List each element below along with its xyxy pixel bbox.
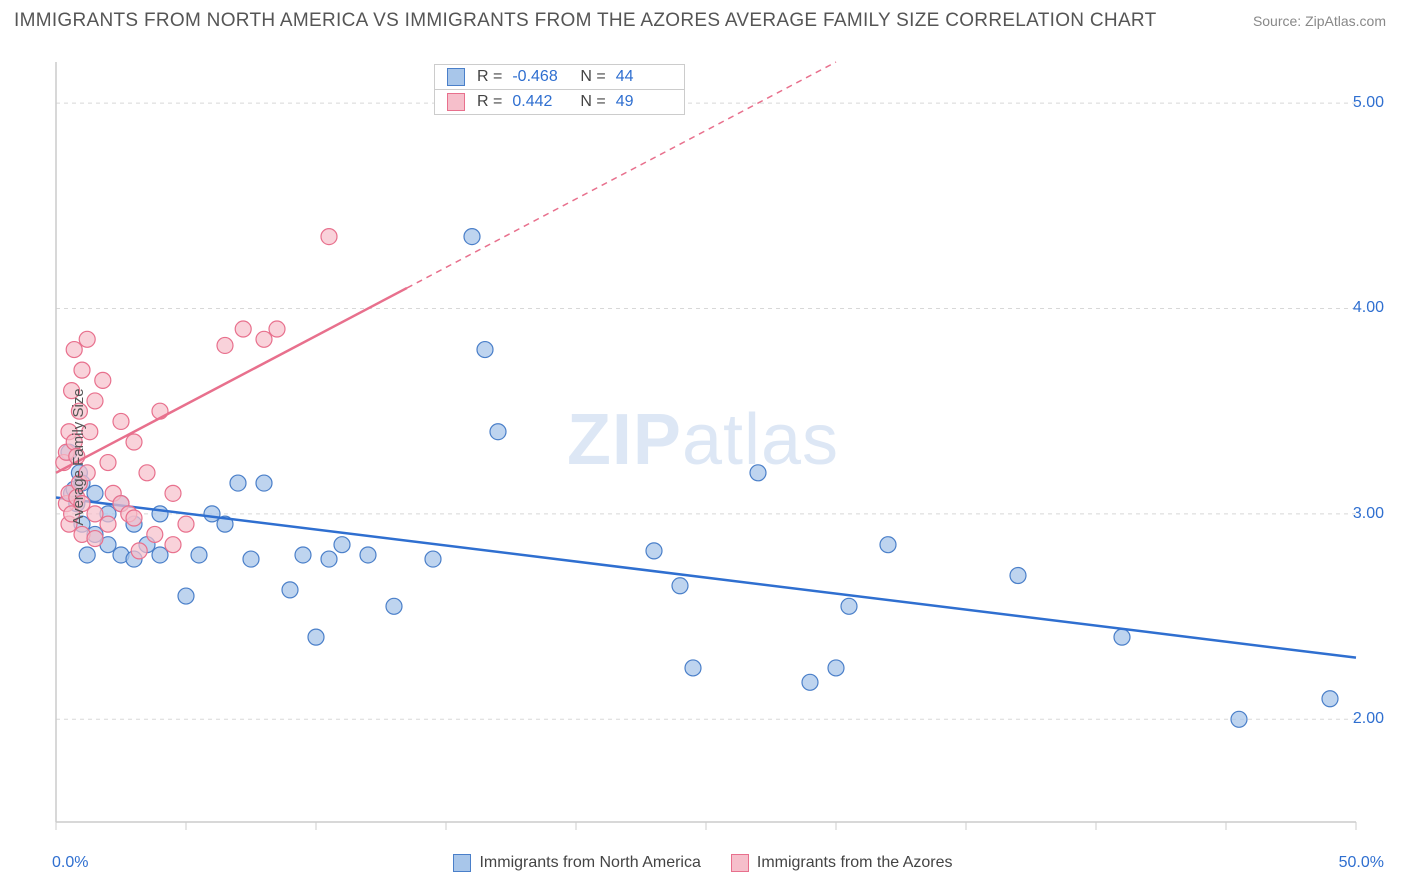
data-point	[802, 674, 818, 690]
data-point	[87, 531, 103, 547]
data-point	[360, 547, 376, 563]
data-point	[464, 229, 480, 245]
y-axis-label: Average Family Size	[70, 388, 87, 525]
data-point	[334, 537, 350, 553]
stat-n-label: N =	[580, 93, 605, 111]
stat-n-value: 44	[616, 68, 672, 86]
data-point	[685, 660, 701, 676]
y-tick-label: 2.00	[1353, 710, 1384, 728]
data-point	[165, 485, 181, 501]
data-point	[477, 342, 493, 358]
chart-area: Average Family Size ZIPatlas R =-0.468N …	[14, 42, 1392, 872]
data-point	[66, 342, 82, 358]
stat-r-label: R =	[477, 93, 502, 111]
data-point	[841, 598, 857, 614]
stats-box: R = -0.468 N = 44 R = 0.442 N = 49	[434, 64, 685, 115]
data-point	[256, 331, 272, 347]
data-point	[87, 393, 103, 409]
data-point	[490, 424, 506, 440]
data-point	[131, 543, 147, 559]
data-point	[204, 506, 220, 522]
stat-n-value: 49	[616, 93, 672, 111]
data-point	[100, 455, 116, 471]
data-point	[1322, 691, 1338, 707]
legend-swatch	[453, 854, 471, 872]
data-point	[256, 475, 272, 491]
legend-item: Immigrants from the Azores	[731, 854, 953, 872]
data-point	[87, 506, 103, 522]
series-swatch	[447, 93, 465, 111]
stat-r-label: R =	[477, 68, 502, 86]
data-point	[87, 485, 103, 501]
data-point	[178, 516, 194, 532]
data-point	[152, 506, 168, 522]
data-point	[79, 547, 95, 563]
stat-n-label: N =	[580, 68, 605, 86]
data-point	[243, 551, 259, 567]
data-point	[126, 434, 142, 450]
header: IMMIGRANTS FROM NORTH AMERICA VS IMMIGRA…	[0, 0, 1406, 36]
data-point	[646, 543, 662, 559]
data-point	[95, 372, 111, 388]
data-point	[230, 475, 246, 491]
data-point	[139, 465, 155, 481]
data-point	[308, 629, 324, 645]
data-point	[282, 582, 298, 598]
chart-title: IMMIGRANTS FROM NORTH AMERICA VS IMMIGRA…	[14, 10, 1157, 32]
stat-r-value: -0.468	[512, 68, 568, 86]
legend-item: Immigrants from North America	[453, 854, 700, 872]
data-point	[191, 547, 207, 563]
y-tick-label: 3.00	[1353, 505, 1384, 523]
data-point	[1010, 568, 1026, 584]
data-point	[126, 510, 142, 526]
data-point	[178, 588, 194, 604]
legend: Immigrants from North America Immigrants …	[14, 854, 1392, 872]
legend-swatch	[731, 854, 749, 872]
data-point	[386, 598, 402, 614]
data-point	[269, 321, 285, 337]
y-tick-label: 5.00	[1353, 94, 1384, 112]
data-point	[74, 362, 90, 378]
trend-line	[56, 497, 1356, 657]
data-point	[828, 660, 844, 676]
data-point	[235, 321, 251, 337]
data-point	[217, 337, 233, 353]
data-point	[425, 551, 441, 567]
source-link[interactable]: ZipAtlas.com	[1305, 13, 1386, 29]
data-point	[321, 229, 337, 245]
series-swatch	[447, 68, 465, 86]
data-point	[880, 537, 896, 553]
data-point	[1231, 711, 1247, 727]
data-point	[152, 547, 168, 563]
data-point	[295, 547, 311, 563]
data-point	[672, 578, 688, 594]
legend-label: Immigrants from the Azores	[757, 854, 953, 872]
scatter-plot	[14, 42, 1392, 872]
data-point	[79, 331, 95, 347]
data-point	[147, 526, 163, 542]
legend-label: Immigrants from North America	[479, 854, 700, 872]
data-point	[113, 413, 129, 429]
stats-row: R = -0.468 N = 44	[435, 65, 684, 89]
data-point	[321, 551, 337, 567]
stat-r-value: 0.442	[512, 93, 568, 111]
stats-row: R = 0.442 N = 49	[435, 89, 684, 114]
data-point	[1114, 629, 1130, 645]
data-point	[100, 516, 116, 532]
y-tick-label: 4.00	[1353, 299, 1384, 317]
data-point	[165, 537, 181, 553]
data-point	[750, 465, 766, 481]
source-credit: Source: ZipAtlas.com	[1253, 13, 1386, 29]
